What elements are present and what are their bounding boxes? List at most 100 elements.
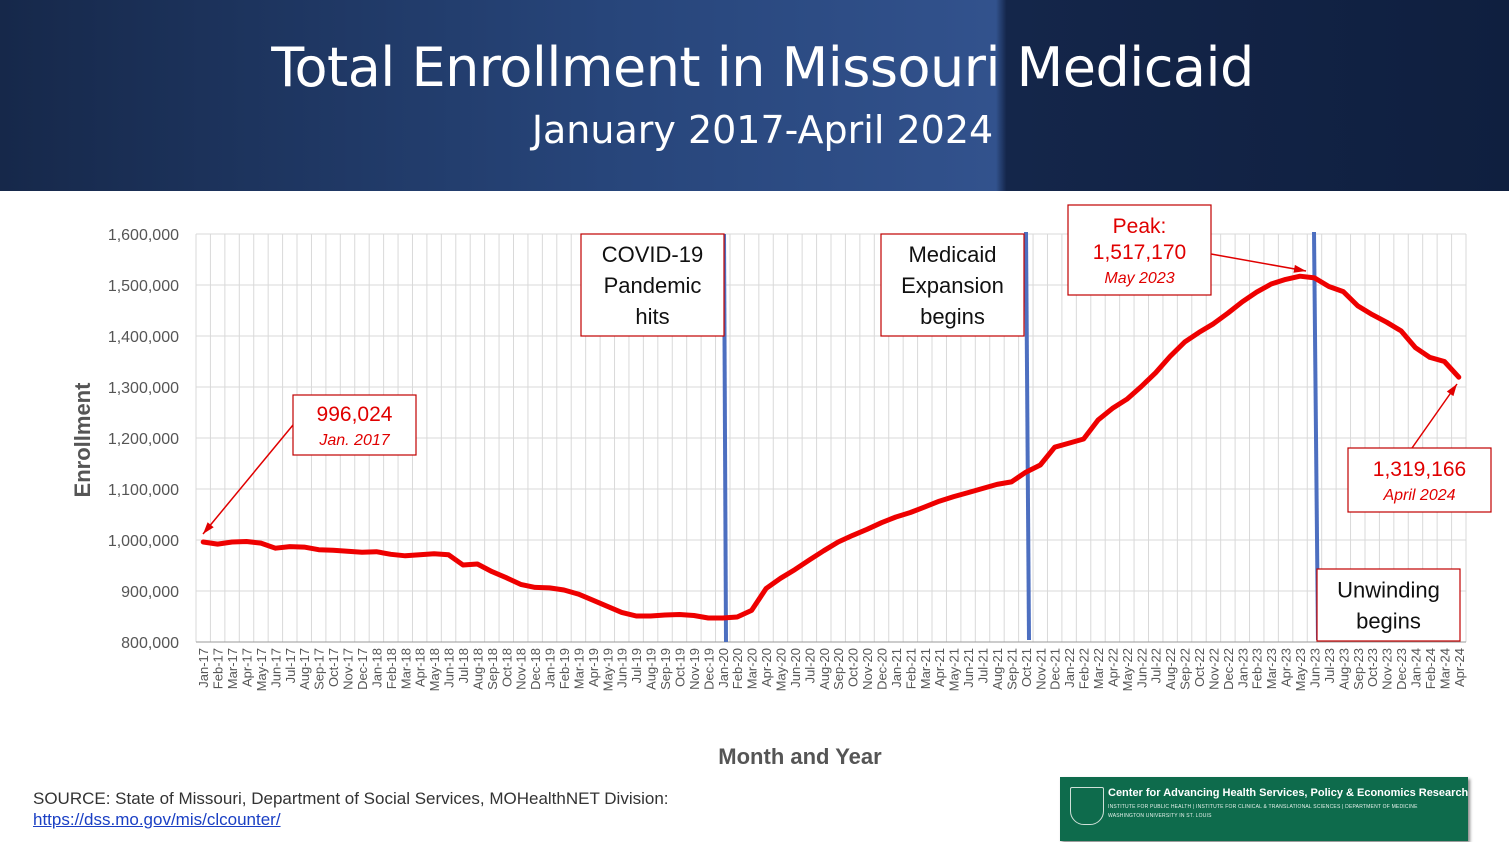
x-tick-label: May-18 <box>427 648 442 691</box>
x-tick-label: Oct-23 <box>1365 648 1380 687</box>
x-tick-label: Sep-17 <box>312 648 327 690</box>
y-tick-label: 1,200,000 <box>108 431 179 448</box>
x-tick-label: Nov-21 <box>1033 648 1048 690</box>
y-tick-label: 1,000,000 <box>108 533 179 550</box>
x-tick-label: Apr-23 <box>1279 648 1294 687</box>
source-note: SOURCE: State of Missouri, Department of… <box>33 788 669 830</box>
x-tick-label: Jan-20 <box>716 648 731 688</box>
x-tick-label: Jun-23 <box>1307 648 1322 688</box>
x-tick-label: Nov-22 <box>1206 648 1221 690</box>
x-tick-label: May-19 <box>600 648 615 691</box>
annotation-date: Jan. 2017 <box>318 432 390 449</box>
x-tick-label: Aug-18 <box>470 648 485 690</box>
x-tick-label: Mar-20 <box>745 648 760 689</box>
x-tick-label: Jun-17 <box>268 648 283 688</box>
x-tick-label: Jan-23 <box>1235 648 1250 688</box>
x-tick-label: Aug-19 <box>644 648 659 690</box>
x-tick-label: Apr-24 <box>1452 648 1467 687</box>
x-tick-label: Sep-18 <box>485 648 500 690</box>
x-tick-label: Mar-17 <box>225 648 240 689</box>
x-tick-label: Dec-22 <box>1221 648 1236 690</box>
x-tick-label: Nov-19 <box>687 648 702 690</box>
x-tick-label: Apr-17 <box>240 648 255 687</box>
data-annotations: 996,024 Jan. 2017 Peak: 1,517,170 May 2023 1,… <box>202 204 1492 535</box>
x-tick-label: Dec-23 <box>1394 648 1409 690</box>
x-tick-label: Jan-24 <box>1408 648 1423 688</box>
x-tick-label: Sep-19 <box>658 648 673 690</box>
x-tick-label: Sep-20 <box>831 648 846 690</box>
x-tick-label: Oct-21 <box>1019 648 1034 687</box>
x-tick-label: Jun-20 <box>788 648 803 688</box>
x-tick-label: Jun-22 <box>1134 648 1149 688</box>
university-seal-icon <box>1070 787 1104 825</box>
event-label-line: Medicaid <box>908 242 996 267</box>
x-tick-label: Nov-23 <box>1380 648 1395 690</box>
event-label-line: hits <box>635 304 669 329</box>
x-tick-label: Mar-22 <box>1091 648 1106 689</box>
logo-university: WASHINGTON UNIVERSITY IN ST. LOUIS <box>1108 813 1212 819</box>
x-tick-label: Mar-18 <box>398 648 413 689</box>
x-tick-label: Sep-23 <box>1351 648 1366 690</box>
x-tick-label: Jan-17 <box>196 648 211 688</box>
event-label-line: Pandemic <box>604 273 702 298</box>
x-tick-label: Aug-20 <box>817 648 832 690</box>
x-tick-label: Apr-21 <box>932 648 947 687</box>
x-tick-label: Feb-22 <box>1077 648 1092 689</box>
x-tick-label: Dec-19 <box>701 648 716 690</box>
y-tick-label: 1,300,000 <box>108 380 179 397</box>
event-lines: COVID-19 Pandemic hits Medicaid Expansion beg… <box>580 231 1461 643</box>
x-tick-label: Apr-18 <box>413 648 428 687</box>
event-label-line: Expansion <box>901 273 1004 298</box>
event-line <box>1024 231 1031 641</box>
source-text: SOURCE: State of Missouri, Department of… <box>33 789 669 808</box>
x-tick-label: Dec-18 <box>528 648 543 690</box>
slide-header: Total Enrollment in Missouri Medicaid Ja… <box>0 0 1509 191</box>
annotation-arrowhead <box>1293 264 1306 273</box>
event-label-line: Unwinding <box>1337 578 1440 603</box>
y-tick-label: 800,000 <box>121 635 179 652</box>
y-tick-label: 1,500,000 <box>108 278 179 295</box>
event-label-line: begins <box>1356 609 1421 634</box>
y-tick-label: 900,000 <box>121 584 179 601</box>
event-label-line: begins <box>920 304 985 329</box>
x-tick-label: Jul-23 <box>1322 648 1337 683</box>
enrollment-line-chart: 800,000 900,000 1,000,000 1,100,000 1,200,00… <box>70 204 1492 769</box>
x-tick-label: Mar-24 <box>1437 648 1452 689</box>
event-label-box <box>880 233 1025 337</box>
x-tick-label: May-22 <box>1120 648 1135 691</box>
source-link[interactable]: https://dss.mo.gov/mis/clcounter/ <box>33 810 281 829</box>
x-tick-label: Aug-21 <box>990 648 1005 690</box>
slide-title: Total Enrollment in Missouri Medicaid <box>271 36 1254 99</box>
y-axis-label: Enrollment <box>70 382 95 498</box>
slide-subtitle: January 2017-April 2024 <box>531 108 994 152</box>
logo-institutes: INSTITUTE FOR PUBLIC HEALTH | INSTITUTE … <box>1108 804 1418 810</box>
annotation-arrow <box>202 424 294 535</box>
x-tick-label: Feb-21 <box>903 648 918 689</box>
y-tick-label: 1,600,000 <box>108 227 179 244</box>
x-tick-label: Jul-22 <box>1149 648 1164 683</box>
x-tick-label: Sep-22 <box>1178 648 1193 690</box>
event-label-box <box>1316 568 1461 642</box>
x-tick-label: Apr-20 <box>759 648 774 687</box>
x-tick-label: May-21 <box>947 648 962 691</box>
x-tick-label: Oct-20 <box>846 648 861 687</box>
x-tick-label: Jan-21 <box>889 648 904 688</box>
x-tick-label: Feb-18 <box>384 648 399 689</box>
x-tick-label: Oct-19 <box>672 648 687 687</box>
annotation-value: 1,319,166 <box>1373 458 1466 481</box>
x-tick-label: Jul-18 <box>456 648 471 683</box>
x-tick-label: Feb-17 <box>211 648 226 689</box>
y-tick-label: 1,400,000 <box>108 329 179 346</box>
x-tick-label: Mar-23 <box>1264 648 1279 689</box>
x-tick-label: Nov-18 <box>514 648 529 690</box>
x-axis: Jan-17 Feb-17 Mar-17 Apr-17 May-17 Jun-17 Jul-… <box>196 648 1467 691</box>
annotation-arrow <box>1411 383 1458 449</box>
x-tick-label: Jan-18 <box>369 648 384 688</box>
x-tick-label: Oct-18 <box>499 648 514 687</box>
x-tick-label: Dec-20 <box>875 648 890 690</box>
annotation-prefix: Peak: <box>1113 215 1167 238</box>
x-tick-label: Jun-21 <box>961 648 976 688</box>
x-tick-label: Apr-22 <box>1105 648 1120 687</box>
annotation-value: 996,024 <box>317 403 393 426</box>
annotation-date: April 2024 <box>1382 487 1455 504</box>
